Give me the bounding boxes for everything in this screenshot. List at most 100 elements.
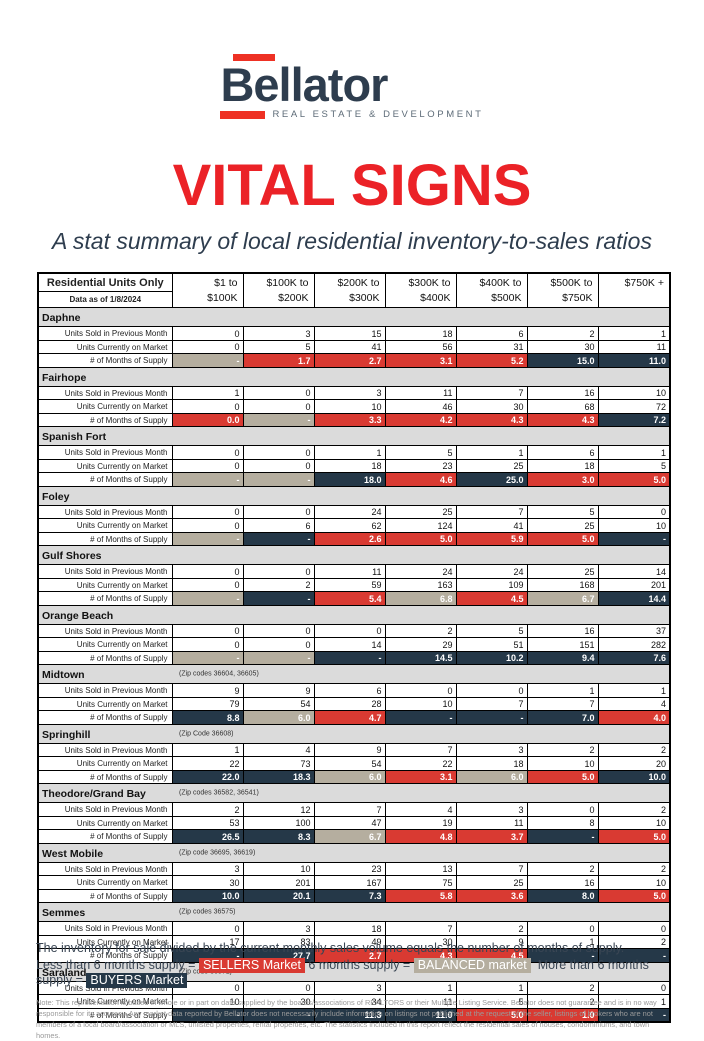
months-of-supply-row: # of Months of Supply 0.0-3.3 4.2 4.3 4.3 7.2: [37, 412, 671, 428]
supply-value-cell: 18.0: [313, 472, 386, 487]
section-header-cell: Springhill (Zip Code 36608): [37, 723, 671, 744]
supply-value-cell: 5.0: [455, 1007, 528, 1023]
section-header-cell: West Mobile (Zip code 36695, 36619): [37, 842, 671, 863]
units-sold-cell: 5: [384, 445, 457, 460]
supply-value-cell: -: [526, 948, 599, 963]
supply-value-cell: 4.2: [384, 412, 457, 428]
units-sold-cell: 0: [242, 504, 315, 520]
area-name: Semmes: [42, 907, 86, 920]
units-sold-cell: 7: [384, 742, 457, 758]
units-on-market-cell: 0: [242, 637, 315, 652]
supply-value-cell: 3.7: [455, 829, 528, 844]
units-on-market-cell: 47: [313, 815, 386, 831]
supply-value-cell: 6.7: [313, 829, 386, 844]
units-on-market-cell: 22: [171, 756, 244, 771]
units-on-market-cell: 18: [526, 458, 599, 474]
price-range-line2: $400K: [420, 291, 451, 304]
units-sold-cell: 1: [526, 683, 599, 698]
supply-value-cell: 0.0: [171, 412, 244, 428]
months-of-supply-row: # of Months of Supply 10.0 20.1 7.3 5.8 3.6 8.…: [37, 888, 671, 904]
units-sold-cell: 24: [313, 504, 386, 520]
footer: The inventory for sale divided by the cu…: [36, 941, 670, 1041]
section-header-cell: Spanish Fort: [37, 426, 671, 447]
units-sold-cell: 0: [242, 445, 315, 460]
table-header-row: Residential Units Only Data as of 1/8/20…: [37, 272, 671, 309]
inventory-table: Residential Units Only Data as of 1/8/20…: [37, 272, 671, 1024]
supply-value-cell: 5.9: [455, 531, 528, 547]
table-corner-date: Data as of 1/8/2024: [69, 294, 142, 304]
supply-value-cell: -: [597, 1007, 671, 1023]
supply-value-cell: 3.0: [526, 472, 599, 487]
units-sold-row: Units Sold in Previous Month 0 3 18 7 2 0 0: [37, 921, 671, 936]
brand-logo: Bellator REAL ESTATE & DEVELOPMENT: [0, 54, 704, 120]
months-of-supply-row: # of Months of Supply - -2.6 5.0 5.9 5.0-: [37, 531, 671, 547]
months-of-supply-row: # of Months of Supply - - -14.5 10.2 9.4 7.6: [37, 650, 671, 666]
supply-value-cell: 11.0: [384, 1007, 457, 1023]
section-header-row: Orange Beach: [37, 604, 671, 625]
section-header-row: West Mobile (Zip code 36695, 36619): [37, 842, 671, 863]
row-label: Units Sold in Previous Month: [37, 385, 173, 401]
units-on-market-cell: 0: [171, 339, 244, 355]
units-on-market-cell: 53: [171, 815, 244, 831]
row-label: Units Currently on Market: [37, 696, 173, 712]
section-header-cell: Foley: [37, 485, 671, 506]
units-sold-cell: 3: [242, 921, 315, 936]
units-sold-cell: 0: [313, 623, 386, 639]
area-name: Daphne: [42, 312, 81, 325]
units-sold-cell: 1: [597, 326, 671, 341]
units-sold-cell: 9: [242, 683, 315, 698]
units-sold-row: Units Sold in Previous Month 0 0 0 2 5 16 37: [37, 623, 671, 639]
units-on-market-cell: 167: [313, 875, 386, 890]
brand-name: Bellator: [220, 58, 388, 111]
row-label: Units Sold in Previous Month: [37, 623, 173, 639]
supply-value-cell: 5.8: [384, 888, 457, 904]
supply-value-cell: 4.3: [455, 412, 528, 428]
price-range-header: $500K to $750K: [526, 272, 599, 309]
price-range-line1: $300K to: [408, 277, 451, 289]
units-on-market-cell: 59: [313, 577, 386, 593]
supply-value-cell: 5.0: [597, 472, 671, 487]
price-range-header: $300K to $400K: [384, 272, 457, 309]
price-range-line1: $400K to: [479, 277, 522, 289]
units-sold-cell: 6: [455, 326, 528, 341]
units-on-market-cell: 10: [313, 399, 386, 414]
units-on-market-cell: 282: [597, 637, 671, 652]
units-on-market-cell: 10: [597, 518, 671, 533]
supply-value-cell: 4.6: [384, 472, 457, 487]
units-sold-cell: 23: [313, 861, 386, 877]
supply-value-cell: -: [242, 1007, 315, 1023]
units-sold-cell: 1: [171, 385, 244, 401]
units-on-market-cell: 10: [597, 815, 671, 831]
section-header-cell: Semmes (Zip codes 36575): [37, 902, 671, 923]
area-zip-codes: (Zip code 36695, 36619): [179, 849, 256, 857]
supply-value-cell: -: [242, 472, 315, 487]
row-label: # of Months of Supply: [37, 1007, 173, 1023]
units-on-market-cell: 0: [171, 458, 244, 474]
units-sold-cell: 0: [242, 980, 315, 996]
units-sold-cell: 2: [171, 802, 244, 817]
supply-value-cell: 10.0: [171, 888, 244, 904]
supply-value-cell: 5.0: [597, 829, 671, 844]
units-on-market-row: Units Currently on Market 0 0 10 46 30 68 72: [37, 399, 671, 414]
row-label: # of Months of Supply: [37, 829, 173, 844]
price-range-line1: $200K to: [337, 277, 380, 289]
units-on-market-cell: 11: [597, 339, 671, 355]
supply-value-cell: 6.0: [455, 769, 528, 785]
section-header-cell: Daphne: [37, 307, 671, 328]
supply-value-cell: 18.3: [242, 769, 315, 785]
units-on-market-cell: 31: [455, 339, 528, 355]
units-on-market-row: Units Currently on Market 0 5 41 56 31 30 11: [37, 339, 671, 355]
units-on-market-cell: 9: [455, 934, 528, 950]
units-on-market-cell: 75: [384, 875, 457, 890]
area-name: Foley: [42, 490, 70, 503]
area-zip-codes: (Zip Code 36608): [179, 730, 234, 738]
area-name: West Mobile: [42, 847, 104, 860]
row-label: # of Months of Supply: [37, 710, 173, 725]
units-sold-cell: 3: [242, 326, 315, 341]
row-label: Units Currently on Market: [37, 399, 173, 414]
units-sold-cell: 11: [384, 385, 457, 401]
units-on-market-cell: 0: [171, 577, 244, 593]
units-sold-cell: 7: [455, 504, 528, 520]
supply-value-cell: 7.6: [597, 650, 671, 666]
price-range-line2: $100K: [207, 291, 238, 304]
